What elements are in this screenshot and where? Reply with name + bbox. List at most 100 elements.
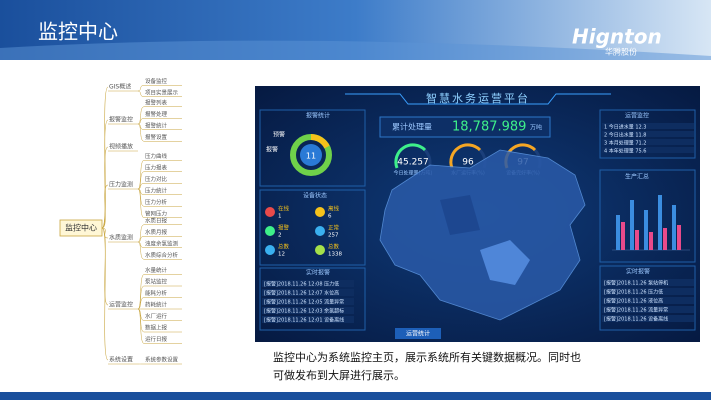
device-label: 正常 xyxy=(328,224,340,232)
list-row: [报警]2018.11.26 液位高 xyxy=(604,298,663,305)
gauge-value: 96 xyxy=(462,158,474,168)
caption-line: 监控中心为系统监控主页，展示系统所有关键数据概况。同时也 xyxy=(273,350,581,364)
device-label: 离线 xyxy=(328,205,340,213)
mind-leaf: 报警统计 xyxy=(145,121,168,129)
device-value: 257 xyxy=(328,233,339,239)
mind-leaf: 数据上报 xyxy=(145,324,168,332)
mind-link xyxy=(137,285,145,310)
mind-link xyxy=(137,308,145,344)
list-row-bg xyxy=(602,297,694,304)
mind-leaf: 压力报表 xyxy=(145,163,168,171)
list-row-bg xyxy=(602,123,694,129)
mind-leaf: 运行日报 xyxy=(145,335,168,343)
mind-link xyxy=(101,184,109,229)
prod-bars xyxy=(612,195,690,251)
mind-leaf: 水质综合分析 xyxy=(145,251,179,259)
panel-title: 实时报警 xyxy=(306,269,330,277)
mind-link xyxy=(137,236,145,243)
mind-link xyxy=(137,90,145,97)
list-row-bg xyxy=(602,279,694,286)
china-map xyxy=(379,149,586,321)
gauge-arc-fill xyxy=(449,143,482,169)
map-region xyxy=(440,195,480,235)
dash-title: 智慧水务运营平台 xyxy=(426,91,530,105)
device-label: 在线 xyxy=(278,205,290,213)
device-value: 1338 xyxy=(328,252,342,258)
mind-link xyxy=(101,227,109,361)
list-row: 2 今日出水量 11.8 xyxy=(604,132,647,139)
mind-link xyxy=(101,146,109,229)
list-row-bg xyxy=(602,131,694,137)
list-row-bg xyxy=(602,306,694,313)
device-value: 2 xyxy=(278,233,282,239)
list-row: 3 本月处理量 71.2 xyxy=(604,140,647,147)
list-row-bg xyxy=(602,147,694,153)
mind-link xyxy=(137,183,145,190)
donut-segment xyxy=(310,134,330,149)
mind-link xyxy=(137,224,145,243)
total-box xyxy=(379,116,551,138)
list-row: [报警]2018.11.26 流量异常 xyxy=(604,307,668,314)
device-label: 总数 xyxy=(278,243,290,251)
bottom-button-label[interactable]: 运营统计 xyxy=(406,330,430,338)
logo-sub: 华腾股份 xyxy=(605,47,637,57)
mind-leaf: 水厂运行 xyxy=(145,312,168,320)
gauge-label: 今日处理量(万吨) xyxy=(394,170,433,177)
realtime-list: [报警]2018.11.26 12:08 压力低 [报警]2018.11.26 1… xyxy=(262,280,354,324)
mind-branch: 水质监测 xyxy=(109,234,133,242)
mind-leaf: 管网压力 xyxy=(145,209,167,217)
mind-link xyxy=(137,308,145,321)
mind-leaf: 系统参数设置 xyxy=(145,356,179,364)
ops-list: 1 今日进水量 12.32 今日出水量 11.83 本月处理量 71.24 本年… xyxy=(602,123,694,155)
mind-leaf: 水量统计 xyxy=(145,266,168,274)
map-region xyxy=(480,240,530,285)
mind-link xyxy=(137,241,145,260)
donut-label: 报警 xyxy=(266,146,278,154)
device-value: 1 xyxy=(278,214,282,220)
list-row-bg xyxy=(262,307,354,314)
list-row: 1 今日进水量 12.3 xyxy=(604,124,647,131)
mind-leaf: 报警处理 xyxy=(145,110,168,118)
mind-link xyxy=(137,118,145,125)
list-row: 4 本年处理量 75.6 xyxy=(604,148,647,155)
total-unit: 万吨 xyxy=(530,124,542,132)
total-value: 18,787.989 xyxy=(452,120,526,135)
mind-branch: GIS概述 xyxy=(109,83,131,91)
mind-leaf: 泵站监控 xyxy=(145,278,168,286)
title-frame xyxy=(345,93,611,105)
device-value: 6 xyxy=(328,214,332,220)
mind-link xyxy=(137,106,145,125)
mind-leaf: 报警列表 xyxy=(145,98,168,106)
mind-leaf: 水质月报 xyxy=(145,228,168,236)
device-value: 12 xyxy=(278,252,285,258)
panel-title: 报警统计 xyxy=(306,112,330,120)
panel xyxy=(599,169,696,263)
list-row-bg xyxy=(262,280,354,287)
mind-link xyxy=(101,227,109,239)
gauge-arc-fill xyxy=(394,143,427,169)
panel xyxy=(599,109,696,159)
device-icon xyxy=(315,226,325,236)
mind-branch: 运营监控 xyxy=(109,301,133,309)
mind-link xyxy=(137,274,145,310)
bottom-button[interactable] xyxy=(395,328,441,339)
mind-leaf: 项目实景展示 xyxy=(145,88,179,96)
list-row: [报警]2018.11.26 12:08 压力低 xyxy=(264,281,339,288)
device-label: 报警 xyxy=(278,224,290,232)
caption-line: 可做发布到大屏进行展示。 xyxy=(273,368,405,382)
dashboard: 智慧水务运营平台 报警统计 预警 报警 11 累计处理量 18,787.989 … xyxy=(255,86,700,342)
mind-link xyxy=(137,188,145,218)
mind-leaf: 压力分析 xyxy=(145,198,168,206)
mind-link xyxy=(137,171,145,190)
mind-leaf: 水质日报 xyxy=(145,216,168,224)
list-row: [报警]2018.11.26 12:01 设备离线 xyxy=(264,317,344,324)
device-icon xyxy=(265,245,275,255)
mind-root: 监控中心 xyxy=(65,223,97,233)
list-row-bg xyxy=(262,298,354,305)
mind-leaf: 能耗分析 xyxy=(145,289,168,297)
mind-link xyxy=(137,188,145,207)
panel xyxy=(259,189,366,266)
